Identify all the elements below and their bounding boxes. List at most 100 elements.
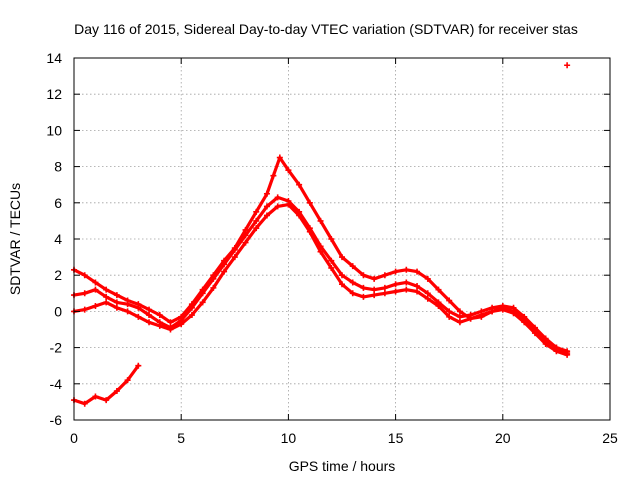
data-point [414,288,421,295]
data-point [296,181,303,188]
data-point [371,286,378,293]
data-point [199,299,206,306]
data-point [467,315,474,322]
data-point [113,292,120,299]
data-point [124,377,131,384]
data-point [306,199,313,206]
data-point [403,266,410,273]
series-track-a [71,154,571,357]
data-point [521,319,528,326]
x-axis-label: GPS time / hours [289,458,396,474]
data-point [435,286,442,293]
y-tick-label: -4 [50,376,63,392]
x-tick-label: 15 [388,430,404,446]
x-tick-label: 20 [495,430,511,446]
data-point [446,313,453,320]
data-point [403,279,410,286]
data-point [103,286,110,293]
data-point [156,312,163,319]
data-point [360,272,367,279]
data-point [103,299,110,306]
data-point [339,281,345,288]
x-tick-label: 25 [602,430,618,446]
grid [74,58,610,420]
data-point [210,275,217,282]
data-point [231,246,238,253]
data-point [435,302,442,309]
data-point [381,272,388,279]
data-point [92,286,99,293]
data-point [328,264,335,271]
data-point [167,326,174,333]
data-point [564,351,571,358]
data-point [360,293,367,300]
data-point [263,190,270,197]
data-point [360,284,367,291]
x-tick-label: 10 [281,430,297,446]
data-point [339,272,345,279]
data-point [188,304,195,311]
data-point [276,154,283,161]
data-point [553,348,560,355]
data-point [542,340,549,347]
y-tick-label: -2 [50,340,63,356]
data-point [167,319,174,326]
data-point [296,212,303,219]
y-axis-label: SDTVAR / TECUs [7,183,23,295]
data-point [242,226,249,233]
data-point [146,306,153,313]
data-point [124,308,131,315]
data-point [156,322,163,329]
data-point [253,225,260,232]
data-point [456,313,463,320]
data-point [242,232,249,239]
data-point [392,268,399,275]
data-point [424,290,431,297]
data-point [81,306,88,313]
data-point [285,201,292,208]
data-point [113,304,120,311]
data-point [489,308,496,315]
y-tick-label: 14 [46,50,62,66]
data-point [564,62,571,69]
series-line [72,156,569,355]
data-point [135,362,142,369]
data-point [135,304,142,311]
y-tick-label: 2 [54,267,62,283]
data-point [510,310,517,317]
data-point [242,239,249,246]
y-tick-label: 0 [54,303,62,319]
data-point [306,228,313,235]
data-point [446,297,453,304]
data-point [81,400,88,407]
data-point [478,312,485,319]
data-point [146,319,153,326]
data-point [146,312,153,319]
data-point [135,313,142,320]
data-point [210,284,217,291]
data-point [103,293,110,300]
data-point [199,290,206,297]
data-point [424,275,431,282]
data-point [456,319,463,326]
data-point [92,279,99,286]
data-point [392,288,399,295]
data-point [263,212,270,219]
y-tick-label: 12 [46,86,62,102]
data-point [456,308,463,315]
data-point [124,301,131,308]
data-point [221,261,228,268]
data-point [424,295,431,302]
y-tick-label: 8 [54,159,62,175]
chart-title: Day 116 of 2015, Sidereal Day-to-day VTE… [74,21,578,37]
data-point [221,268,228,275]
axis-ticks: 0 5 10 15 20 25 -6 -4 -2 0 2 4 6 8 10 12 14 [46,50,618,446]
data-point [263,203,270,210]
data-point [349,263,356,270]
x-tick-label: 5 [177,430,185,446]
series-line [72,203,569,357]
data-point [81,272,88,279]
data-point [446,308,453,315]
data-point [349,290,356,297]
series-outlier [564,62,571,69]
